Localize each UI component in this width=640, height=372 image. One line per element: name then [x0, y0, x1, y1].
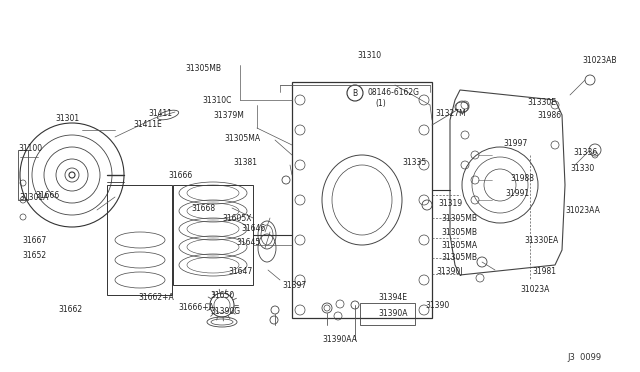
Text: 31330EA: 31330EA	[524, 235, 558, 244]
Text: 31662+A: 31662+A	[138, 294, 173, 302]
Text: (1): (1)	[375, 99, 386, 108]
Text: 31390: 31390	[425, 301, 449, 310]
Text: 31305MA: 31305MA	[441, 241, 477, 250]
Text: 31310: 31310	[357, 51, 381, 60]
Text: 31023A: 31023A	[520, 285, 549, 295]
Text: 31023AB: 31023AB	[582, 55, 616, 64]
Text: 31381: 31381	[233, 157, 257, 167]
Text: 31666: 31666	[168, 170, 192, 180]
Text: J3  0099: J3 0099	[567, 353, 601, 362]
Text: 31390A: 31390A	[378, 308, 408, 317]
Text: 31390G: 31390G	[210, 308, 240, 317]
Text: 31394E: 31394E	[378, 292, 407, 301]
Text: 31986: 31986	[537, 110, 561, 119]
Text: 31646: 31646	[241, 224, 265, 232]
Text: 31305MB: 31305MB	[441, 253, 477, 263]
Text: 31390AA: 31390AA	[322, 336, 357, 344]
Text: B: B	[353, 89, 358, 97]
Text: 31023AA: 31023AA	[565, 205, 600, 215]
Bar	[107, 185, 172, 295]
Text: 31330E: 31330E	[527, 97, 556, 106]
Text: 31310C: 31310C	[202, 96, 232, 105]
Text: 31666: 31666	[36, 190, 60, 199]
Text: 31662: 31662	[58, 305, 82, 314]
Text: 31330: 31330	[570, 164, 595, 173]
Text: 31997: 31997	[503, 138, 527, 148]
Text: 31652: 31652	[22, 250, 46, 260]
Bar	[173, 185, 253, 285]
Text: 31301A: 31301A	[19, 192, 49, 202]
Text: 31991: 31991	[505, 189, 529, 198]
Text: 31668: 31668	[191, 203, 215, 212]
Text: 31411E: 31411E	[133, 119, 162, 128]
Bar	[18, 150, 28, 200]
Text: 31981: 31981	[532, 267, 556, 276]
Text: 31605X: 31605X	[222, 214, 252, 222]
Text: 31390J: 31390J	[436, 267, 463, 276]
Text: 31305MB: 31305MB	[441, 214, 477, 222]
Text: 31645: 31645	[236, 237, 260, 247]
Text: 31988: 31988	[510, 173, 534, 183]
Text: 31335: 31335	[402, 157, 426, 167]
Text: 31301: 31301	[55, 113, 79, 122]
Text: 31666+A: 31666+A	[178, 304, 214, 312]
Text: 31647: 31647	[228, 267, 252, 276]
Text: 31100: 31100	[18, 144, 42, 153]
Text: 31667: 31667	[22, 235, 46, 244]
Text: 31327M: 31327M	[435, 109, 466, 118]
Circle shape	[347, 85, 363, 101]
Text: 31650: 31650	[210, 291, 234, 299]
Text: 31397: 31397	[282, 280, 307, 289]
Text: 31319: 31319	[438, 199, 462, 208]
Text: 31411: 31411	[148, 109, 172, 118]
Bar	[360, 303, 415, 325]
Text: 31305MB: 31305MB	[185, 64, 221, 73]
Text: 31336: 31336	[573, 148, 597, 157]
Text: 08146-6162G: 08146-6162G	[368, 87, 420, 96]
Text: 31305MA: 31305MA	[224, 134, 260, 142]
Bar	[292, 82, 432, 318]
Text: 31305MB: 31305MB	[441, 228, 477, 237]
Text: 31379M: 31379M	[213, 110, 244, 119]
